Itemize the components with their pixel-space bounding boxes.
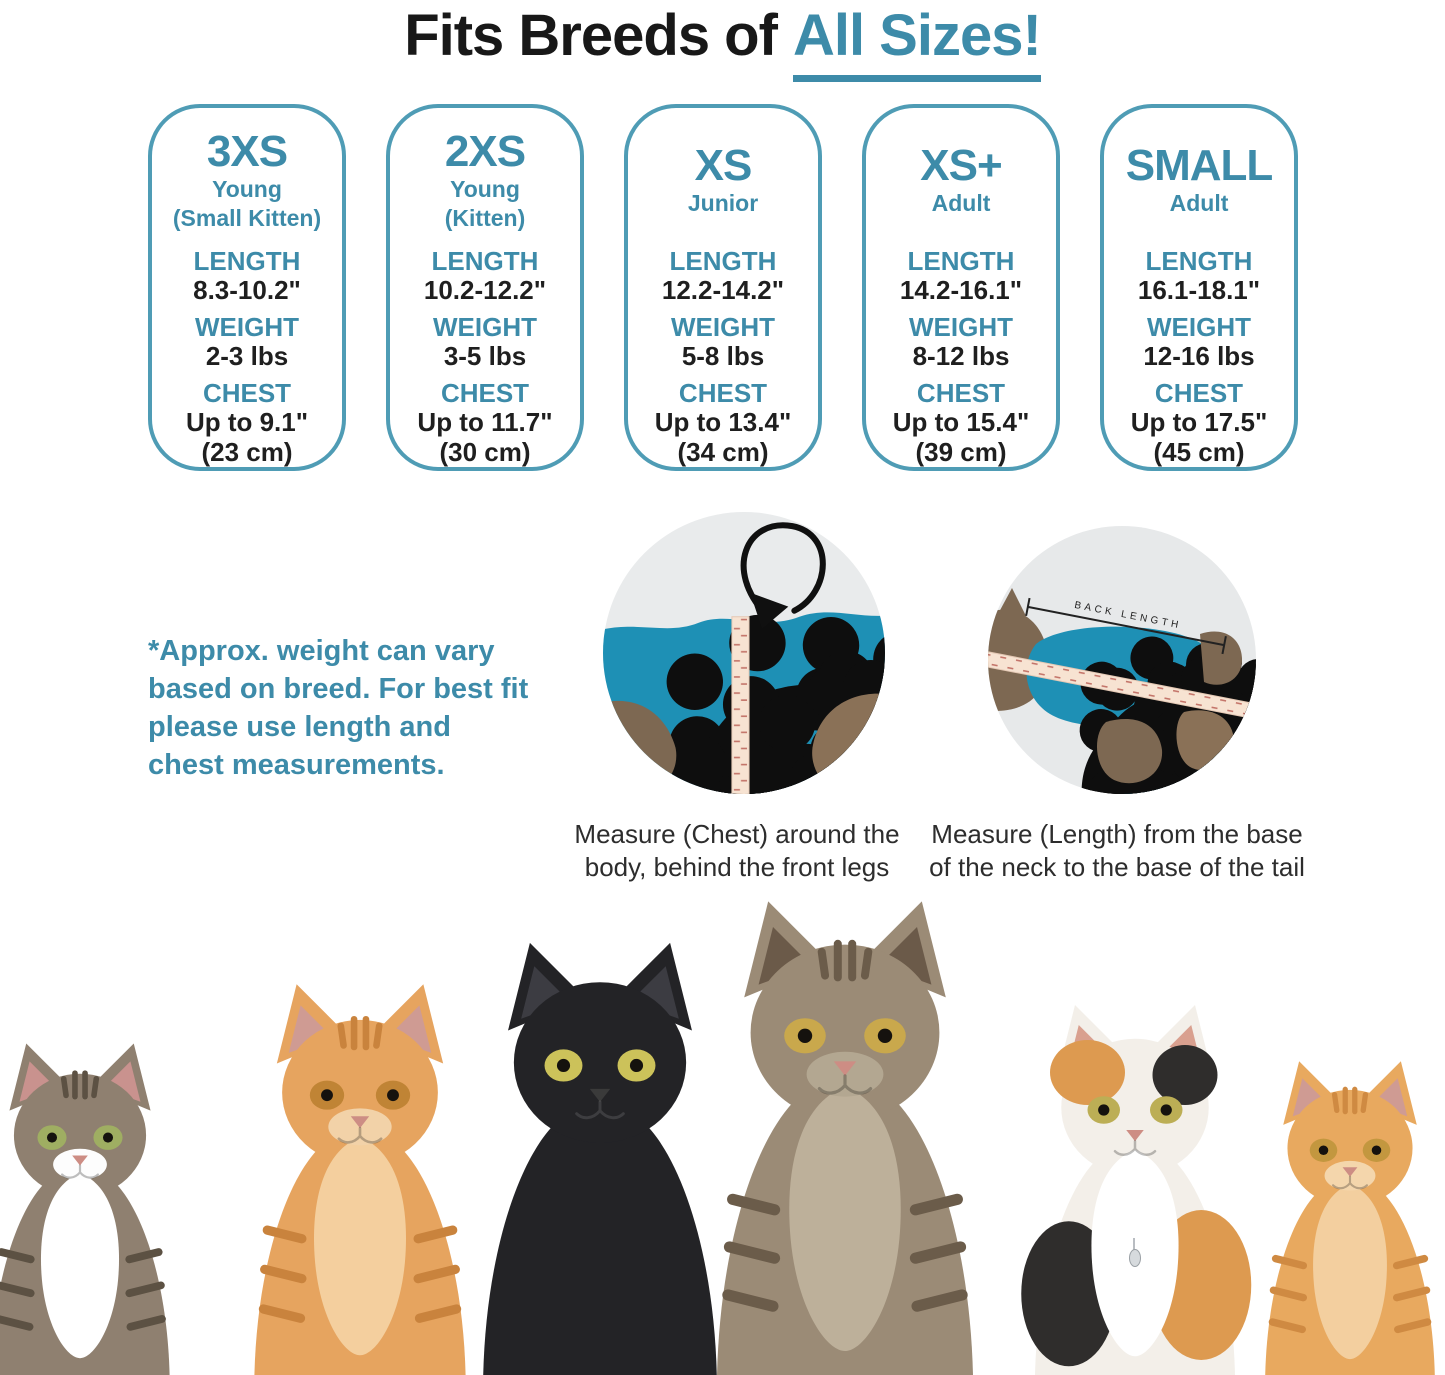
weight-spec: WEIGHT 8-12 lbs: [909, 313, 1013, 371]
size-card-header: XS Junior: [688, 122, 758, 239]
measuring-tape-diagonal: [988, 648, 1256, 724]
length-value: 16.1-18.1": [1137, 275, 1261, 305]
chest-spec: CHEST Up to 11.7" (30 cm): [417, 379, 552, 467]
size-card-xs-plus: XS+ Adult LENGTH 14.2-16.1" WEIGHT 8-12 …: [862, 104, 1060, 471]
chest-spec: CHEST Up to 15.4" (39 cm): [893, 379, 1030, 467]
page-title-highlight: All Sizes!: [792, 2, 1042, 82]
black-longhair-cat: [454, 937, 746, 1375]
cats-photo-row: [0, 890, 1445, 1375]
chest-label: CHEST: [202, 378, 292, 408]
weight-spec: WEIGHT 12-16 lbs: [1143, 313, 1254, 371]
arrow-head: [750, 592, 789, 629]
size-name: XS+: [920, 141, 1002, 190]
size-cards-row: 3XS Young (Small Kitten) LENGTH 8.3-10.2…: [148, 104, 1298, 471]
size-card-2xs: 2XS Young (Kitten) LENGTH 10.2-12.2" WEI…: [386, 104, 584, 471]
length-label: LENGTH: [193, 246, 301, 276]
size-subtitle-2: (Small Kitten): [172, 204, 322, 231]
measuring-tape-vertical: [731, 616, 750, 794]
length-measure-caption: Measure (Length) from the base of the ne…: [929, 819, 1305, 882]
cat-ear: [998, 588, 1026, 616]
page-title: Fits Breeds of All Sizes!: [0, 2, 1445, 82]
size-card-header: SMALL Adult: [1125, 122, 1274, 239]
length-spec: LENGTH 16.1-18.1": [1138, 247, 1260, 305]
length-value: 10.2-12.2": [423, 275, 547, 305]
orange-tabby-cat: [228, 979, 492, 1375]
size-card-header: 2XS Young (Kitten): [444, 122, 526, 239]
chest-spec: CHEST Up to 9.1" (23 cm): [186, 379, 308, 467]
length-label: LENGTH: [1145, 246, 1253, 276]
chest-spec: CHEST Up to 17.5" (45 cm): [1131, 379, 1268, 467]
orange-longhair-cat: [1244, 1057, 1445, 1375]
weight-label: WEIGHT: [671, 312, 775, 342]
cat-leg-fur: [1096, 719, 1163, 784]
weight-label: WEIGHT: [909, 312, 1013, 342]
size-name: XS: [694, 141, 753, 190]
chest-spec: CHEST Up to 13.4" (34 cm): [655, 379, 792, 467]
weight-label: WEIGHT: [433, 312, 537, 342]
weight-label: WEIGHT: [195, 312, 299, 342]
chest-label: CHEST: [678, 378, 768, 408]
length-spec: LENGTH 14.2-16.1": [900, 247, 1022, 305]
weight-label: WEIGHT: [1146, 312, 1251, 342]
chest-value: Up to 11.7": [417, 407, 553, 437]
chest-label: CHEST: [916, 378, 1006, 408]
size-card-header: 3XS Young (Small Kitten): [173, 122, 321, 239]
chest-value: Up to 13.4": [654, 407, 792, 437]
chest-label: CHEST: [1154, 378, 1244, 408]
page-title-prefix: Fits Breeds of: [404, 3, 778, 68]
weight-value: 12-16 lbs: [1143, 341, 1255, 371]
length-spec: LENGTH 10.2-12.2": [424, 247, 546, 305]
chest-cm-value: (39 cm): [915, 437, 1007, 467]
size-subtitle: Adult: [931, 190, 991, 216]
weight-disclaimer-note: *Approx. weight can vary based on breed.…: [148, 635, 529, 781]
chest-value: Up to 9.1": [185, 407, 309, 437]
measure-length-photo: BACK LENGTH: [988, 526, 1256, 794]
size-card-header: XS+ Adult: [920, 122, 1002, 239]
chest-value: Up to 15.4": [892, 407, 1030, 437]
chest-label: CHEST: [440, 378, 530, 408]
weight-spec: WEIGHT 3-5 lbs: [433, 313, 537, 371]
chest-cm-value: (34 cm): [677, 437, 769, 467]
length-value: 14.2-16.1": [899, 275, 1023, 305]
pendant-jewel: [1129, 1249, 1141, 1267]
length-spec: LENGTH 12.2-14.2": [662, 247, 784, 305]
size-card-3xs: 3XS Young (Small Kitten) LENGTH 8.3-10.2…: [148, 104, 346, 471]
size-name: 2XS: [444, 126, 526, 176]
length-label: LENGTH: [431, 246, 539, 276]
chest-cm-value: (45 cm): [1153, 437, 1245, 467]
size-name: 3XS: [206, 126, 288, 176]
weight-value: 3-5 lbs: [443, 341, 527, 371]
length-spec: LENGTH 8.3-10.2": [193, 247, 301, 305]
length-value: 8.3-10.2": [193, 275, 301, 305]
chest-measure-caption: Measure (Chest) around the body, behind …: [574, 819, 900, 882]
size-subtitle: Young: [212, 175, 282, 202]
cat-hind-fur: [1200, 631, 1242, 685]
size-card-small: SMALL Adult LENGTH 16.1-18.1" WEIGHT 12-…: [1100, 104, 1298, 471]
weight-spec: WEIGHT 5-8 lbs: [671, 313, 775, 371]
measure-chest-photo: [603, 512, 885, 794]
size-subtitle: Young: [450, 175, 520, 202]
chest-cm-value: (23 cm): [201, 437, 293, 467]
weight-value: 8-12 lbs: [912, 341, 1010, 371]
size-subtitle: Junior: [687, 190, 759, 216]
length-value: 12.2-14.2": [661, 275, 785, 305]
calico-collar-pendant: [1128, 1238, 1141, 1268]
calico-cat: [1010, 1000, 1260, 1375]
chest-cm-value: (30 cm): [439, 437, 531, 467]
chest-value: Up to 17.5": [1130, 407, 1268, 437]
pendant-chain: [1133, 1238, 1135, 1250]
weight-value: 5-8 lbs: [681, 341, 765, 371]
weight-value: 2-3 lbs: [205, 341, 289, 371]
size-subtitle: Adult: [1169, 190, 1229, 216]
length-label: LENGTH: [907, 246, 1015, 276]
size-subtitle-2: (Kitten): [444, 204, 526, 231]
wrap-around-arrow: [740, 522, 826, 618]
weight-spec: WEIGHT 2-3 lbs: [195, 313, 299, 371]
length-label: LENGTH: [669, 246, 777, 276]
size-card-xs: XS Junior LENGTH 12.2-14.2" WEIGHT 5-8 l…: [624, 104, 822, 471]
tabby-kitten: [0, 1039, 192, 1375]
size-name: SMALL: [1125, 141, 1274, 190]
